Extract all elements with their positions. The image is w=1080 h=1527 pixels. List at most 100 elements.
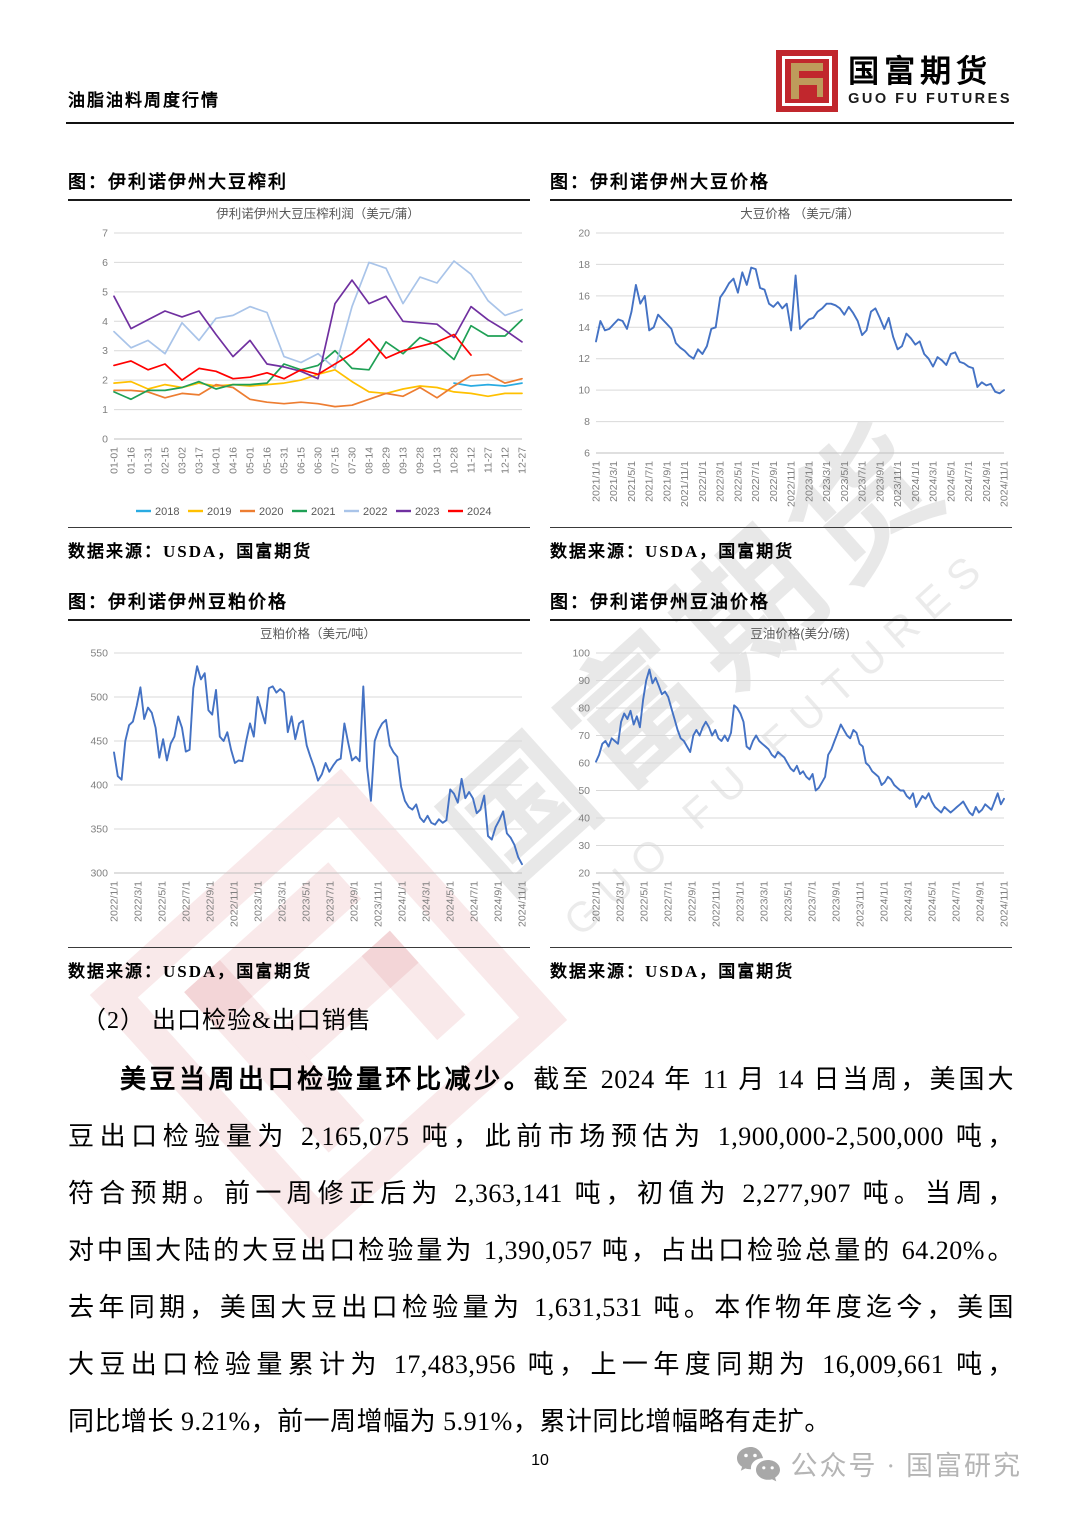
- brand-logo: 国富期货 GUO FU FUTURES: [776, 50, 1012, 112]
- svg-text:14: 14: [578, 322, 590, 334]
- wechat-icon: [736, 1446, 780, 1481]
- chart-source: 数据来源：USDA，国富期货: [550, 947, 1012, 982]
- svg-text:12: 12: [578, 353, 590, 365]
- svg-text:07-30: 07-30: [347, 447, 359, 474]
- svg-text:550: 550: [90, 648, 108, 660]
- svg-text:2023/9/1: 2023/9/1: [874, 461, 886, 502]
- svg-text:2023/3/1: 2023/3/1: [277, 881, 289, 922]
- svg-text:70: 70: [578, 730, 590, 742]
- chart-block-soymeal-price: 图：伊利诺伊州豆粕价格 豆粕价格（美元/吨） 300 350 400 450 500 550…: [68, 588, 530, 982]
- svg-text:2024/1/1: 2024/1/1: [397, 881, 409, 922]
- svg-text:2023/9/1: 2023/9/1: [831, 881, 843, 922]
- svg-text:6: 6: [102, 257, 108, 269]
- svg-text:05-16: 05-16: [262, 447, 274, 474]
- svg-text:豆粕价格（美元/吨）: 豆粕价格（美元/吨）: [260, 626, 376, 641]
- svg-text:50: 50: [578, 785, 590, 797]
- svg-text:18: 18: [578, 259, 590, 271]
- svg-text:450: 450: [90, 736, 108, 748]
- svg-text:30: 30: [578, 840, 590, 852]
- svg-text:60: 60: [578, 758, 590, 770]
- svg-text:2024/1/1: 2024/1/1: [910, 461, 922, 502]
- svg-text:10-13: 10-13: [432, 447, 444, 474]
- brand-name-en: GUO FU FUTURES: [848, 90, 1012, 107]
- svg-text:2022/5/1: 2022/5/1: [157, 881, 169, 922]
- header-divider: [66, 122, 1014, 124]
- svg-text:2022: 2022: [363, 506, 387, 518]
- svg-text:2022/5/1: 2022/5/1: [639, 881, 651, 922]
- paragraph-line: 去年同期，美国大豆出口检验量为 1,631,531 吨。本作物年度迄今，美国: [68, 1293, 1014, 1322]
- svg-text:90: 90: [578, 675, 590, 687]
- svg-text:01-31: 01-31: [143, 447, 155, 474]
- chart-source: 数据来源：USDA，国富期货: [550, 527, 1012, 562]
- svg-text:01-16: 01-16: [126, 447, 138, 474]
- svg-text:2024/1/1: 2024/1/1: [879, 881, 891, 922]
- svg-text:2022/11/1: 2022/11/1: [229, 881, 241, 927]
- svg-text:2024/3/1: 2024/3/1: [928, 461, 940, 502]
- svg-text:2022/9/1: 2022/9/1: [205, 881, 217, 922]
- svg-text:2022/1/1: 2022/1/1: [591, 881, 603, 922]
- svg-text:2023/3/1: 2023/3/1: [759, 881, 771, 922]
- svg-text:2019: 2019: [207, 506, 231, 518]
- page-number: 10: [531, 1452, 549, 1469]
- svg-text:2: 2: [102, 375, 108, 387]
- svg-text:2024/3/1: 2024/3/1: [421, 881, 433, 922]
- svg-text:2023/11/1: 2023/11/1: [855, 881, 867, 927]
- svg-text:2022/9/1: 2022/9/1: [687, 881, 699, 922]
- svg-text:2022/11/1: 2022/11/1: [711, 881, 723, 927]
- svg-text:2023/7/1: 2023/7/1: [857, 461, 869, 502]
- brand-logo-frame: [782, 56, 833, 106]
- svg-text:2022/1/1: 2022/1/1: [697, 461, 709, 502]
- svg-text:2023/1/1: 2023/1/1: [735, 881, 747, 922]
- svg-text:11-12: 11-12: [466, 447, 478, 473]
- svg-text:2024/11/1: 2024/11/1: [517, 881, 529, 927]
- chart-heading: 图：伊利诺伊州豆粕价格: [68, 588, 530, 621]
- svg-text:2023/1/1: 2023/1/1: [253, 881, 265, 922]
- svg-text:2021/11/1: 2021/11/1: [679, 461, 691, 507]
- svg-text:12-12: 12-12: [500, 447, 512, 474]
- svg-text:400: 400: [90, 780, 108, 792]
- svg-text:2022/9/1: 2022/9/1: [768, 461, 780, 502]
- svg-text:03-02: 03-02: [177, 447, 189, 474]
- svg-text:2021/7/1: 2021/7/1: [644, 461, 656, 502]
- svg-text:500: 500: [90, 692, 108, 704]
- svg-text:2021/3/1: 2021/3/1: [608, 461, 620, 502]
- svg-text:08-29: 08-29: [381, 447, 393, 474]
- paragraph-line: 符合预期。前一周修正后为 2,363,141 吨，初值为 2,277,907 吨…: [68, 1179, 1014, 1208]
- soybean-crush-margin-chart: 伊利诺伊州大豆压榨利润（美元/蒲） 0 1 2 3 4 5 6 7 01-01 01-16 01-31…: [102, 206, 529, 518]
- svg-text:7: 7: [102, 228, 108, 240]
- svg-text:2022/1/1: 2022/1/1: [109, 881, 121, 922]
- svg-text:3: 3: [102, 345, 108, 357]
- chart-heading: 图：伊利诺伊州大豆价格: [550, 168, 1012, 201]
- svg-text:2022/7/1: 2022/7/1: [181, 881, 193, 922]
- brand-logo-icon: [776, 50, 839, 112]
- soyoil-price-chart: 豆油价格(美分/磅) 20 30 40 50 60 70 80 90 100 2022/1/1 202…: [572, 626, 1010, 927]
- svg-text:2022/7/1: 2022/7/1: [750, 461, 762, 502]
- svg-text:2022/3/1: 2022/3/1: [615, 881, 627, 922]
- svg-text:03-17: 03-17: [194, 447, 206, 474]
- svg-text:16: 16: [578, 290, 590, 302]
- svg-text:04-16: 04-16: [228, 447, 240, 474]
- svg-text:2024/9/1: 2024/9/1: [975, 881, 987, 922]
- svg-text:2018: 2018: [155, 506, 179, 518]
- svg-text:2023/7/1: 2023/7/1: [325, 881, 337, 922]
- paragraph-line: 大豆出口检验量累计为 17,483,956 吨，上一年度同期为 16,009,6…: [68, 1350, 1014, 1379]
- svg-text:2023/5/1: 2023/5/1: [839, 461, 851, 502]
- svg-text:12-27: 12-27: [517, 447, 529, 474]
- svg-text:04-01: 04-01: [211, 447, 223, 474]
- svg-text:2024/5/1: 2024/5/1: [945, 461, 957, 502]
- svg-text:05-31: 05-31: [279, 447, 291, 474]
- paragraph-line: 豆出口检验量为 2,165,075 吨，此前市场预估为 1,900,000-2,…: [68, 1122, 1014, 1151]
- svg-text:2024/5/1: 2024/5/1: [927, 881, 939, 922]
- svg-text:06-15: 06-15: [296, 447, 308, 474]
- svg-text:2024/11/1: 2024/11/1: [999, 461, 1011, 507]
- svg-text:2022/5/1: 2022/5/1: [732, 461, 744, 502]
- svg-text:2022/3/1: 2022/3/1: [133, 881, 145, 922]
- svg-text:300: 300: [90, 868, 108, 880]
- svg-text:08-14: 08-14: [364, 447, 376, 474]
- svg-text:0: 0: [102, 434, 108, 446]
- svg-text:2024/5/1: 2024/5/1: [445, 881, 457, 922]
- svg-text:80: 80: [578, 703, 590, 715]
- soybean-price-chart: 大豆价格 （美元/蒲） 6 8 10 12 14 16 18 20 2021/1/1 2021/3/…: [578, 206, 1011, 507]
- brand-text: 国富期货 GUO FU FUTURES: [848, 56, 1012, 107]
- paragraph-line: 对中国大陆的大豆出口检验量为 1,390,057 吨，占出口检验总量的 64.2…: [68, 1236, 1014, 1265]
